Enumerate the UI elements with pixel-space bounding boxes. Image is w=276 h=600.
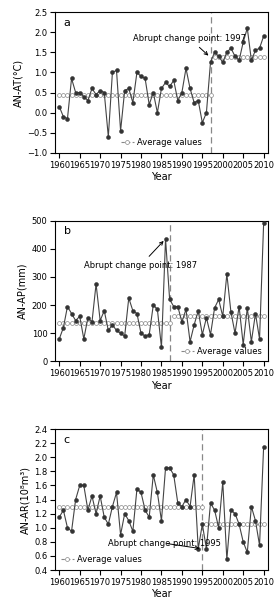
- X-axis label: Year: Year: [151, 172, 172, 182]
- Legend: Average values: Average values: [59, 553, 144, 566]
- Text: Abrupt change point: 1987: Abrupt change point: 1987: [84, 242, 197, 270]
- Text: c: c: [64, 435, 70, 445]
- Text: a: a: [64, 17, 71, 28]
- Legend: Average values: Average values: [179, 345, 264, 357]
- Y-axis label: AN-AP(mm): AN-AP(mm): [17, 263, 28, 319]
- X-axis label: Year: Year: [151, 381, 172, 391]
- Y-axis label: AN-AT(°C): AN-AT(°C): [13, 58, 23, 107]
- Text: Abrupt change point: 1995: Abrupt change point: 1995: [108, 539, 221, 550]
- Y-axis label: AN-AR(10⁸m³): AN-AR(10⁸m³): [20, 466, 30, 533]
- Text: Abrupt change point: 1997: Abrupt change point: 1997: [133, 34, 246, 55]
- Text: b: b: [64, 226, 71, 236]
- Legend: Average values: Average values: [120, 136, 203, 149]
- X-axis label: Year: Year: [151, 589, 172, 599]
